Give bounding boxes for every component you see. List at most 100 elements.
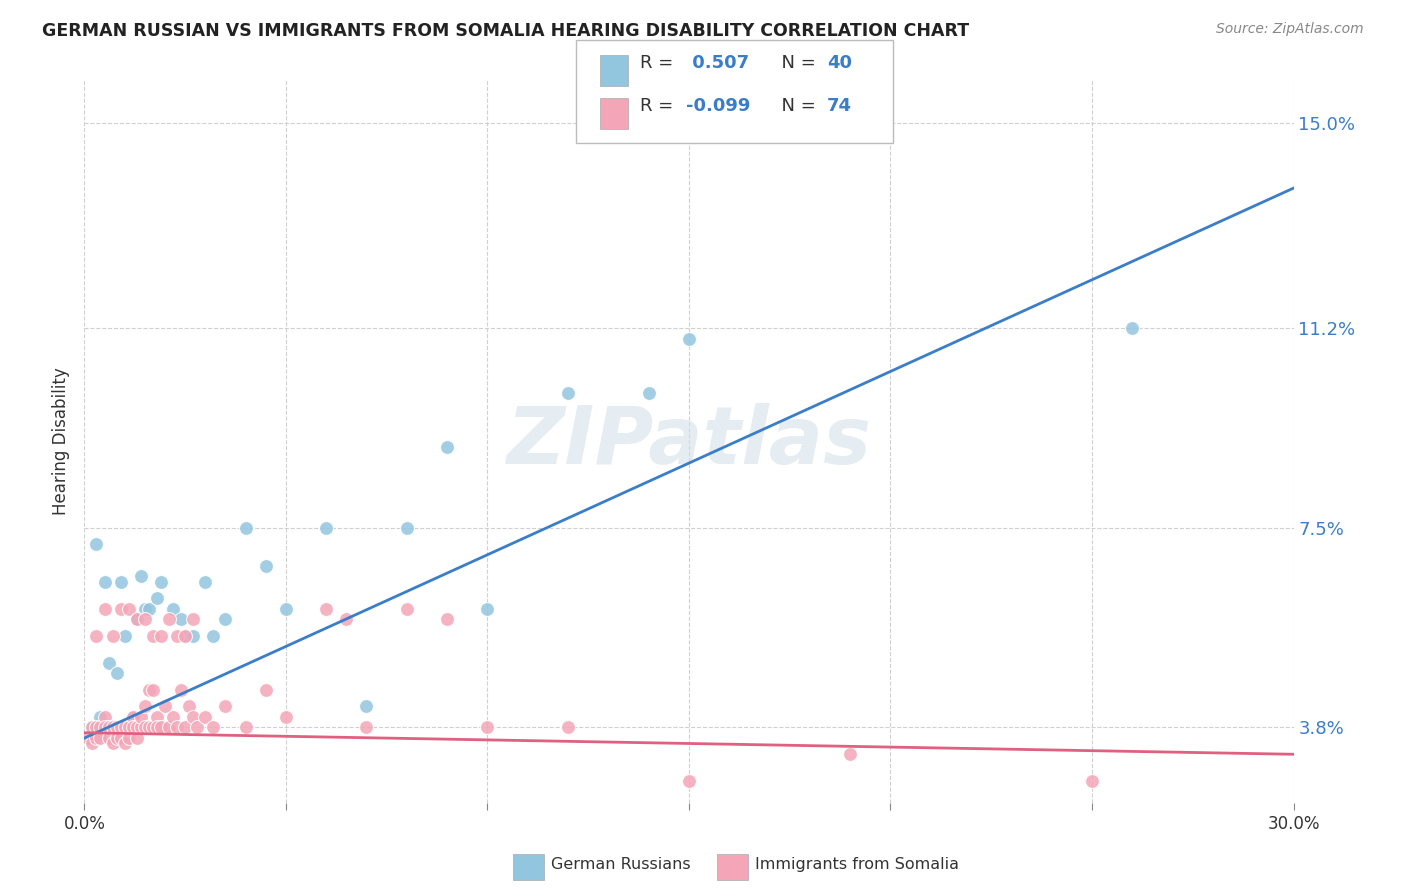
Point bbox=[138, 682, 160, 697]
Point bbox=[436, 440, 458, 454]
Text: German Russians: German Russians bbox=[551, 857, 690, 871]
Point bbox=[77, 731, 100, 745]
Point bbox=[86, 731, 108, 745]
Point bbox=[335, 612, 357, 626]
Point bbox=[125, 731, 148, 745]
Point bbox=[89, 731, 111, 745]
Point bbox=[146, 720, 169, 734]
Point bbox=[194, 709, 217, 723]
Point bbox=[315, 601, 337, 615]
Point bbox=[110, 601, 132, 615]
Point bbox=[89, 709, 111, 723]
Point bbox=[134, 601, 156, 615]
Point bbox=[125, 612, 148, 626]
Point bbox=[82, 720, 104, 734]
Point bbox=[1121, 321, 1143, 335]
Point bbox=[142, 629, 165, 643]
Point bbox=[93, 574, 115, 589]
Point bbox=[129, 709, 152, 723]
Point bbox=[477, 601, 499, 615]
Point bbox=[149, 720, 172, 734]
Point bbox=[174, 629, 197, 643]
Point bbox=[170, 612, 193, 626]
Point bbox=[181, 629, 204, 643]
Point bbox=[637, 386, 659, 401]
Point bbox=[146, 591, 169, 605]
Point bbox=[129, 720, 152, 734]
Point bbox=[105, 666, 128, 681]
Point bbox=[477, 720, 499, 734]
Text: 74: 74 bbox=[827, 97, 852, 115]
Point bbox=[114, 737, 136, 751]
Point bbox=[1081, 774, 1104, 789]
Point bbox=[395, 521, 418, 535]
Point bbox=[110, 731, 132, 745]
Point bbox=[194, 574, 217, 589]
Point bbox=[839, 747, 862, 762]
Text: N =: N = bbox=[770, 97, 823, 115]
Point bbox=[110, 574, 132, 589]
Point bbox=[89, 720, 111, 734]
Point bbox=[121, 709, 143, 723]
Point bbox=[202, 629, 225, 643]
Point bbox=[101, 720, 124, 734]
Point bbox=[174, 629, 197, 643]
Point bbox=[86, 537, 108, 551]
Point bbox=[142, 720, 165, 734]
Point bbox=[86, 629, 108, 643]
Point bbox=[105, 720, 128, 734]
Point bbox=[166, 720, 188, 734]
Point bbox=[157, 612, 180, 626]
Point bbox=[254, 558, 277, 573]
Point bbox=[110, 720, 132, 734]
Point bbox=[181, 612, 204, 626]
Point bbox=[138, 720, 160, 734]
Point bbox=[114, 629, 136, 643]
Point bbox=[118, 720, 141, 734]
Point bbox=[214, 612, 236, 626]
Point bbox=[214, 698, 236, 713]
Point bbox=[114, 720, 136, 734]
Point bbox=[97, 656, 120, 670]
Point bbox=[101, 720, 124, 734]
Point bbox=[170, 682, 193, 697]
Point bbox=[235, 720, 257, 734]
Point bbox=[86, 720, 108, 734]
Point bbox=[174, 720, 197, 734]
Point bbox=[134, 720, 156, 734]
Text: -0.099: -0.099 bbox=[686, 97, 751, 115]
Text: GERMAN RUSSIAN VS IMMIGRANTS FROM SOMALIA HEARING DISABILITY CORRELATION CHART: GERMAN RUSSIAN VS IMMIGRANTS FROM SOMALI… bbox=[42, 22, 969, 40]
Point bbox=[557, 720, 579, 734]
Text: Immigrants from Somalia: Immigrants from Somalia bbox=[755, 857, 959, 871]
Point bbox=[142, 720, 165, 734]
Point bbox=[146, 709, 169, 723]
Point bbox=[202, 720, 225, 734]
Point bbox=[134, 612, 156, 626]
Point bbox=[121, 720, 143, 734]
Point bbox=[557, 386, 579, 401]
Text: R =: R = bbox=[640, 54, 679, 71]
Point bbox=[97, 720, 120, 734]
Point bbox=[101, 737, 124, 751]
Point bbox=[93, 601, 115, 615]
Point bbox=[436, 612, 458, 626]
Point bbox=[254, 682, 277, 697]
Text: 0.507: 0.507 bbox=[686, 54, 749, 71]
Text: 40: 40 bbox=[827, 54, 852, 71]
Point bbox=[356, 698, 378, 713]
Point bbox=[82, 737, 104, 751]
Point bbox=[149, 574, 172, 589]
Point bbox=[142, 682, 165, 697]
Point bbox=[138, 601, 160, 615]
Point bbox=[162, 709, 184, 723]
Point bbox=[101, 629, 124, 643]
Y-axis label: Hearing Disability: Hearing Disability bbox=[52, 368, 70, 516]
Point bbox=[274, 709, 297, 723]
Point bbox=[678, 332, 700, 346]
Point bbox=[678, 774, 700, 789]
Point bbox=[82, 720, 104, 734]
Point bbox=[153, 698, 176, 713]
Point bbox=[129, 569, 152, 583]
Point bbox=[118, 720, 141, 734]
Point bbox=[134, 698, 156, 713]
